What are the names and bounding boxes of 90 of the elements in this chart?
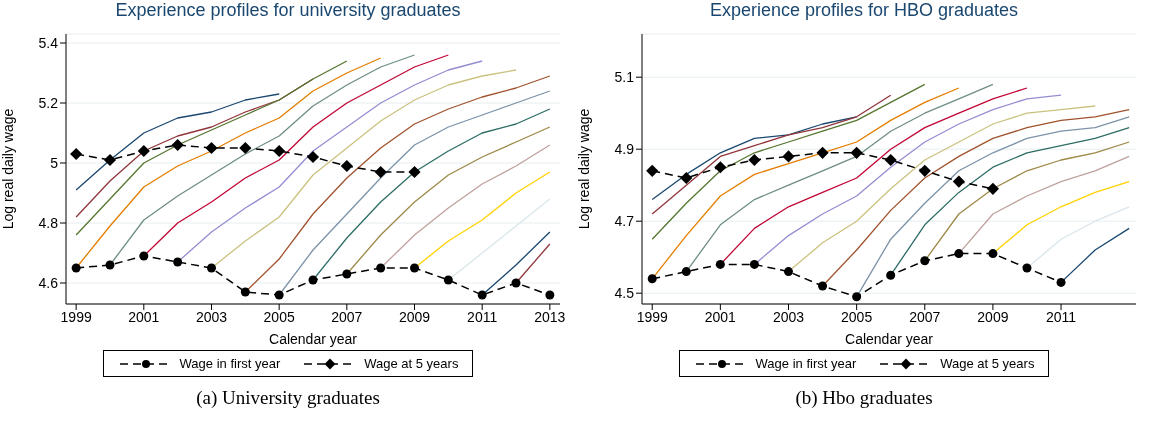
x-tick-label: 2013 bbox=[534, 308, 566, 325]
y-tick-label: 5.4 bbox=[38, 34, 59, 51]
point bbox=[952, 175, 965, 188]
point bbox=[376, 263, 386, 273]
point bbox=[171, 138, 184, 152]
x-axis-title: Calendar year bbox=[845, 331, 934, 347]
point bbox=[71, 263, 81, 273]
y-tick-label: 5 bbox=[50, 154, 59, 171]
point bbox=[884, 153, 897, 167]
point bbox=[715, 259, 725, 269]
y-tick-label: 4.9 bbox=[614, 141, 635, 158]
point bbox=[646, 164, 659, 177]
point bbox=[239, 141, 252, 155]
point bbox=[139, 251, 149, 261]
y-axis-title: Log real daily wage bbox=[0, 108, 16, 230]
x-tick-label: 2007 bbox=[909, 308, 941, 325]
point bbox=[240, 287, 250, 297]
line-series bbox=[651, 94, 892, 215]
point bbox=[714, 161, 727, 174]
point bbox=[749, 259, 759, 269]
y-tick-label: 4.6 bbox=[38, 274, 59, 291]
point bbox=[784, 267, 793, 277]
point bbox=[986, 182, 999, 195]
x-tick-label: 2011 bbox=[1045, 308, 1077, 325]
point bbox=[443, 275, 453, 285]
point bbox=[782, 150, 795, 163]
legend-label: Wage in first year bbox=[179, 356, 281, 371]
x-tick-label: 2005 bbox=[841, 308, 873, 325]
point bbox=[477, 290, 487, 300]
point bbox=[1056, 277, 1066, 287]
y-axis-title: Log real daily wage bbox=[575, 108, 592, 230]
point bbox=[206, 263, 216, 273]
point bbox=[70, 147, 83, 161]
x-tick-label: 1999 bbox=[60, 308, 92, 325]
x-tick-label: 2003 bbox=[195, 308, 228, 325]
point bbox=[818, 281, 828, 291]
x-tick-label: 2009 bbox=[977, 308, 1009, 325]
x-tick-label: 2001 bbox=[704, 308, 737, 325]
point bbox=[852, 292, 862, 302]
line-series bbox=[651, 83, 926, 240]
point bbox=[545, 290, 555, 300]
x-tick-label: 2001 bbox=[128, 308, 160, 325]
chart-title: Experience profiles for HBO graduates bbox=[708, 0, 1020, 22]
point bbox=[511, 278, 521, 288]
point bbox=[374, 165, 387, 179]
point bbox=[647, 274, 657, 284]
x-tick-label: 2005 bbox=[263, 308, 295, 325]
point bbox=[105, 260, 115, 270]
point bbox=[410, 263, 420, 273]
x-tick-label: 1999 bbox=[636, 308, 668, 325]
y-tick-label: 4.5 bbox=[614, 285, 635, 302]
line-series bbox=[75, 60, 348, 236]
point bbox=[308, 275, 318, 285]
text: (b) Hbo graduates bbox=[794, 387, 934, 409]
text: (a) University graduates bbox=[195, 387, 381, 409]
point bbox=[920, 256, 930, 266]
point bbox=[103, 153, 117, 167]
point bbox=[274, 290, 284, 300]
point bbox=[918, 164, 931, 177]
chart-title: Experience profiles for university graduates bbox=[114, 0, 462, 22]
point bbox=[748, 153, 761, 167]
x-axis-title: Calendar year bbox=[269, 331, 358, 347]
legend-label: Wage in first year bbox=[755, 356, 857, 371]
point bbox=[681, 267, 691, 277]
line-series bbox=[75, 93, 280, 191]
point bbox=[273, 144, 286, 158]
point bbox=[306, 150, 320, 164]
legend-label: Wage at 5 years bbox=[364, 356, 459, 371]
x-tick-label: 2003 bbox=[772, 308, 805, 325]
point bbox=[886, 270, 896, 280]
legend-label: Wage at 5 years bbox=[940, 356, 1035, 371]
y-tick-label: 5.1 bbox=[614, 69, 635, 86]
point bbox=[137, 144, 150, 158]
y-tick-label: 4.8 bbox=[38, 214, 59, 231]
point bbox=[342, 269, 352, 279]
x-tick-label: 2007 bbox=[331, 308, 363, 325]
point bbox=[205, 141, 218, 155]
point bbox=[408, 165, 421, 179]
y-tick-label: 5.2 bbox=[38, 94, 59, 111]
y-tick-label: 4.7 bbox=[614, 213, 635, 230]
point bbox=[816, 146, 829, 159]
x-tick-label: 2009 bbox=[398, 308, 431, 325]
x-tick-label: 2011 bbox=[467, 308, 498, 325]
point bbox=[850, 146, 863, 159]
point bbox=[340, 159, 353, 173]
point bbox=[1022, 263, 1032, 273]
point bbox=[988, 249, 998, 259]
point bbox=[173, 257, 183, 267]
point bbox=[680, 171, 693, 185]
point bbox=[954, 249, 964, 259]
